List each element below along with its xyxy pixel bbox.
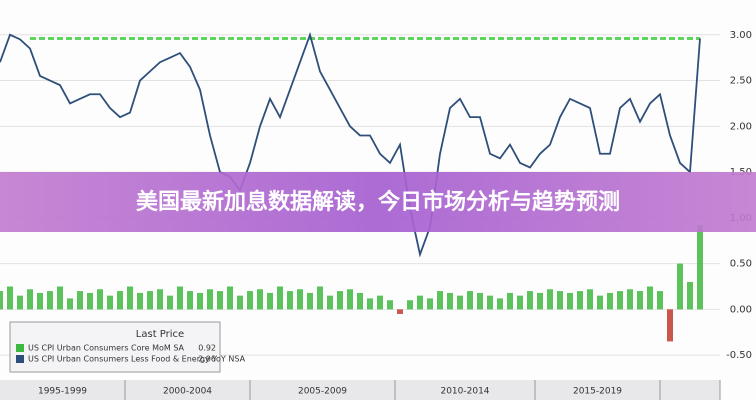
legend-label: US CPI Urban Consumers Less Food & Energ… — [28, 355, 246, 364]
bar — [277, 286, 283, 310]
bar — [497, 298, 503, 310]
bar — [37, 292, 43, 310]
line — [0, 31, 701, 258]
banner — [0, 172, 756, 232]
bar — [327, 295, 333, 310]
legend-title: Last Price — [136, 329, 184, 340]
legend-swatch — [16, 344, 24, 352]
y-tick-label: -0.50 — [726, 350, 752, 361]
bar — [47, 291, 53, 310]
bar — [307, 292, 313, 310]
x-tick-label: 2010-2014 — [440, 387, 489, 397]
bar — [297, 289, 303, 310]
bar — [17, 295, 23, 310]
x-tick-label: 2000-2004 — [163, 387, 212, 397]
bar — [457, 295, 463, 310]
bar — [147, 291, 153, 310]
bar — [377, 295, 383, 310]
bar — [427, 298, 433, 310]
x-tick-label: 2015-2019 — [573, 387, 622, 397]
bar — [7, 286, 13, 310]
bar — [317, 286, 323, 310]
bar — [127, 286, 133, 310]
bar — [117, 291, 123, 310]
bar — [247, 291, 253, 310]
bar — [487, 295, 493, 310]
bar — [157, 289, 163, 310]
bar — [467, 291, 473, 310]
bar — [237, 295, 243, 310]
legend: Last Price US CPI Urban Consumers Core M… — [9, 321, 246, 373]
x-tick-label: 1995-1999 — [38, 387, 87, 397]
bar — [647, 286, 653, 310]
legend-box — [9, 321, 221, 373]
x-axis-band — [0, 380, 720, 400]
bar — [677, 263, 683, 310]
bar — [577, 291, 583, 310]
bar — [547, 289, 553, 310]
bar — [167, 295, 173, 310]
bar — [437, 291, 443, 310]
x-tick-label: 2005-2009 — [298, 387, 347, 397]
bar — [207, 289, 213, 310]
bar — [387, 300, 393, 310]
bar — [267, 292, 273, 310]
bar — [697, 225, 703, 310]
banner-title: 美国最新加息数据解读，今日市场分析与趋势预测 — [136, 189, 620, 215]
bar — [287, 291, 293, 310]
y-tick-label: 3.00 — [730, 30, 752, 41]
y-tick-label: 2.50 — [730, 76, 752, 87]
legend-label: US CPI Urban Consumers Core MoM SA — [28, 344, 185, 353]
bar — [137, 292, 143, 310]
bar — [637, 291, 643, 310]
bar — [617, 291, 623, 310]
y-tick-label: 2.00 — [730, 121, 752, 132]
bar — [357, 292, 363, 310]
bar — [107, 295, 113, 310]
bar — [587, 289, 593, 310]
bar — [567, 292, 573, 310]
bar — [187, 291, 193, 310]
bar — [527, 291, 533, 310]
bar — [87, 292, 93, 310]
bar — [557, 291, 563, 310]
bar — [687, 281, 693, 310]
bar — [197, 292, 203, 310]
bar — [517, 295, 523, 310]
bar — [367, 298, 373, 310]
bar — [97, 289, 103, 310]
bar — [537, 292, 543, 310]
legend-swatch — [16, 355, 24, 363]
bar — [477, 292, 483, 310]
bar — [57, 286, 63, 310]
bar — [337, 291, 343, 310]
bar — [417, 295, 423, 310]
bar — [177, 286, 183, 310]
y-tick-label: 0.50 — [730, 259, 752, 270]
y-tick-label: 0.00 — [730, 304, 752, 315]
bar — [607, 292, 613, 310]
bar — [667, 309, 673, 342]
bar — [347, 289, 353, 310]
bar — [257, 289, 263, 310]
bar — [217, 291, 223, 310]
bar — [67, 298, 73, 310]
bar — [407, 300, 413, 310]
bar — [627, 289, 633, 310]
bar — [27, 289, 33, 310]
bar — [0, 291, 3, 310]
legend-value: 0.92 — [198, 344, 216, 353]
legend-value: 2.96 — [198, 355, 216, 364]
bar — [507, 292, 513, 310]
bar — [227, 286, 233, 310]
bar — [397, 309, 403, 314]
bar — [597, 295, 603, 310]
bar — [77, 291, 83, 310]
bar — [447, 292, 453, 310]
bar — [657, 291, 663, 310]
